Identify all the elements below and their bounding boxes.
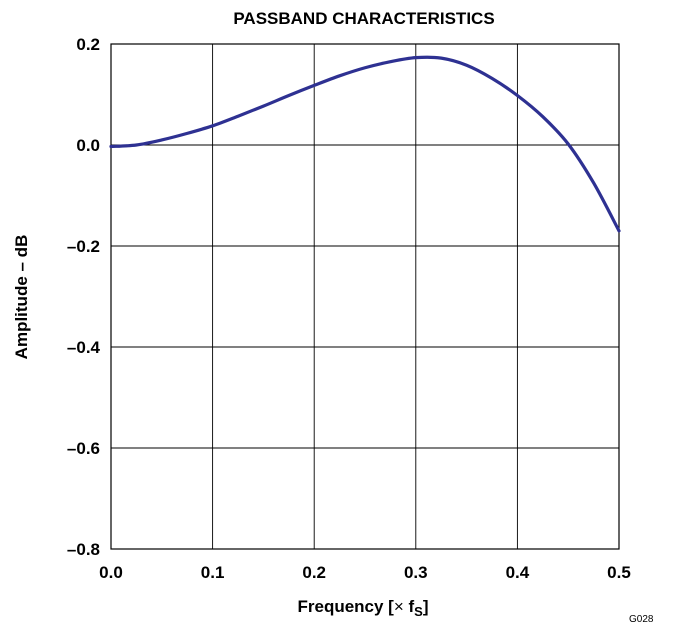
x-axis-label-sub: S (414, 604, 423, 619)
series-group (109, 55, 621, 233)
series-line (109, 55, 621, 233)
x-tick-label: 0.5 (607, 563, 631, 582)
x-tick-label: 0.1 (201, 563, 225, 582)
plot-frame (110, 43, 620, 550)
y-tick-label: 0.0 (76, 136, 100, 155)
x-tick-label: 0.4 (506, 563, 530, 582)
x-axis-label-f: f (404, 597, 415, 616)
x-tick-label: 0.3 (404, 563, 428, 582)
y-axis-label: Amplitude – dB (12, 235, 31, 360)
y-tick-label: –0.8 (67, 540, 100, 559)
x-axis-label: Frequency [× fS] (297, 597, 428, 619)
y-tick-label: –0.4 (67, 338, 101, 357)
chart-title: PASSBAND CHARACTERISTICS (233, 9, 494, 28)
x-axis-label-main: Frequency [ (297, 597, 394, 616)
figure-code: G028 (629, 614, 654, 622)
grid-lines (111, 44, 619, 549)
y-tick-labels: 0.2 0.0 –0.2 –0.4 –0.6 –0.8 (67, 35, 101, 559)
y-tick-label: –0.6 (67, 439, 100, 458)
x-tick-label: 0.2 (302, 563, 326, 582)
x-tick-label: 0.0 (99, 563, 123, 582)
y-tick-label: 0.2 (76, 35, 100, 54)
x-tick-labels: 0.0 0.1 0.2 0.3 0.4 0.5 (99, 563, 631, 582)
y-tick-label: –0.2 (67, 237, 100, 256)
x-axis-label-end: ] (423, 597, 429, 616)
x-axis-label-times: × (394, 597, 404, 616)
